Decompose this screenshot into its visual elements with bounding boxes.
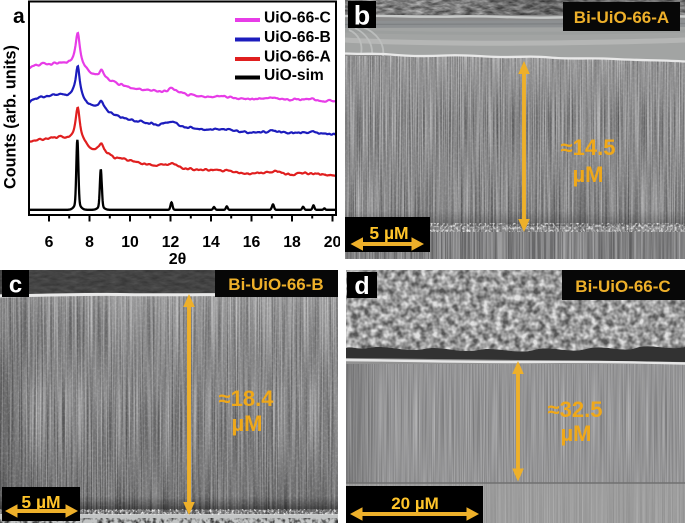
svg-text:Bi-UiO-66-B: Bi-UiO-66-B	[228, 275, 323, 294]
svg-text:µM: µM	[572, 162, 603, 187]
svg-text:b: b	[354, 1, 371, 31]
svg-text:14: 14	[202, 234, 220, 251]
svg-text:12: 12	[162, 234, 180, 251]
svg-text:UiO-66-B: UiO-66-B	[264, 29, 331, 46]
svg-text:≈14.5: ≈14.5	[561, 135, 616, 160]
svg-text:10: 10	[121, 234, 139, 251]
svg-text:5 µM: 5 µM	[369, 223, 408, 243]
svg-text:≈18.4: ≈18.4	[219, 386, 275, 411]
svg-text:Bi-UiO-66-C: Bi-UiO-66-C	[575, 277, 670, 296]
svg-text:Bi-UiO-66-A: Bi-UiO-66-A	[574, 8, 669, 27]
svg-text:µM: µM	[231, 411, 262, 436]
svg-text:UiO-66-A: UiO-66-A	[264, 49, 331, 66]
svg-text:≈32.5: ≈32.5	[548, 397, 603, 422]
svg-text:c: c	[9, 272, 22, 299]
svg-text:20 µM: 20 µM	[391, 494, 439, 513]
svg-text:18: 18	[283, 234, 301, 251]
svg-text:UiO-66-C: UiO-66-C	[264, 10, 331, 27]
svg-text:UiO-sim: UiO-sim	[264, 67, 324, 84]
svg-text:20: 20	[324, 234, 340, 251]
svg-text:6: 6	[45, 234, 54, 251]
svg-text:8: 8	[85, 234, 94, 251]
svg-text:d: d	[354, 272, 369, 300]
svg-text:16: 16	[243, 234, 261, 251]
svg-text:µM: µM	[560, 421, 591, 446]
svg-text:Counts (arb. units): Counts (arb. units)	[2, 45, 20, 189]
svg-text:2θ: 2θ	[169, 251, 187, 266]
svg-text:a: a	[13, 5, 25, 28]
svg-text:5 µM: 5 µM	[21, 492, 60, 512]
